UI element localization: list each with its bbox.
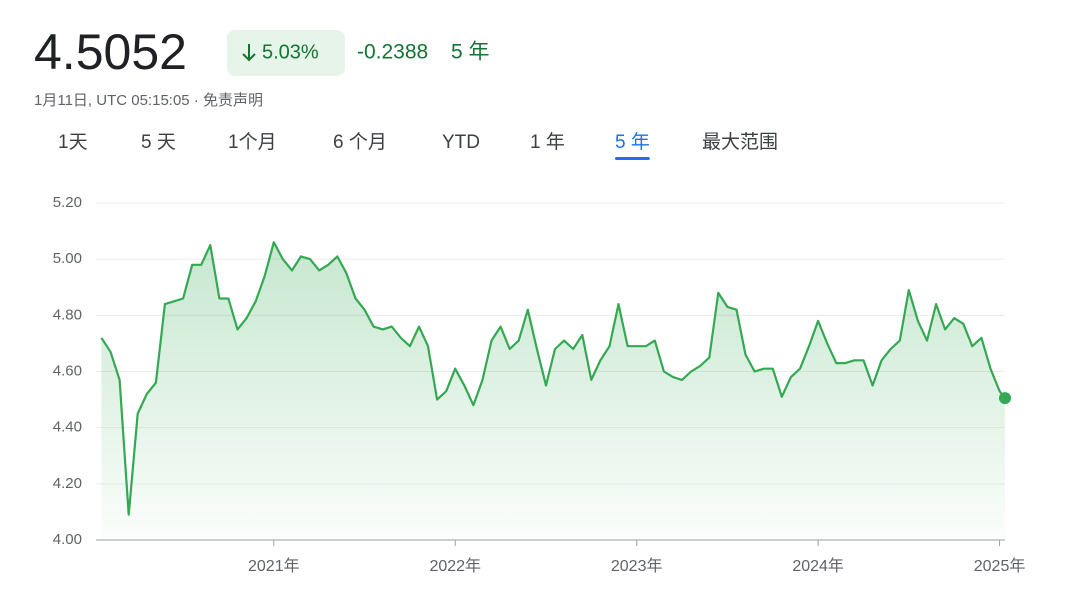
range-tab[interactable]: YTD <box>442 132 480 153</box>
y-tick-label: 5.00 <box>53 250 82 267</box>
range-tab[interactable]: 1天 <box>58 132 88 153</box>
active-tab-indicator <box>615 157 650 160</box>
x-tick-label: 2021年 <box>248 557 300 575</box>
x-tick-label: 2024年 <box>792 557 844 575</box>
range-tab[interactable]: 5 天 <box>141 132 176 153</box>
change-percent: 5.03% <box>262 41 319 63</box>
range-tab[interactable]: 6 个月 <box>333 131 387 153</box>
x-tick-label: 2023年 <box>611 557 663 575</box>
y-tick-label: 5.20 <box>53 194 82 211</box>
area-fill <box>101 242 1005 541</box>
down-arrow <box>242 44 256 62</box>
plot: 4.00 4.20 4.40 4.60 4.80 5.00 5.20 2021年 2022年 20… <box>53 194 1026 575</box>
y-tick-label: 4.20 <box>53 475 82 492</box>
y-tick-label: 4.80 <box>53 306 82 323</box>
price-line <box>100 241 1006 516</box>
y-tick-label: 4.40 <box>53 419 82 436</box>
y-tick-label: 4.00 <box>53 531 82 548</box>
change-badge <box>227 30 345 76</box>
x-tick-label: 2025年 <box>974 557 1026 575</box>
range-tab[interactable]: 1 年 <box>530 131 565 153</box>
y-tick-label: 4.60 <box>53 362 82 379</box>
period: 5 年 <box>451 41 490 64</box>
range-tab[interactable]: 5 年 <box>615 131 650 153</box>
x-tick-label: 2022年 <box>429 557 481 575</box>
change-value: -0.2388 <box>357 41 428 64</box>
range-tab[interactable]: 最大范围 <box>702 131 778 153</box>
last-point <box>999 392 1011 405</box>
price: 4.5052 <box>34 24 187 80</box>
timestamp: 1月11日, UTC 05:15:05 · 免责声明 <box>34 91 263 109</box>
range-tab[interactable]: 1个月 <box>228 131 277 153</box>
range-tabs: 1天 5 天 1个月 6 个月 YTD 1 年 5 年 最大范围 <box>58 131 778 160</box>
